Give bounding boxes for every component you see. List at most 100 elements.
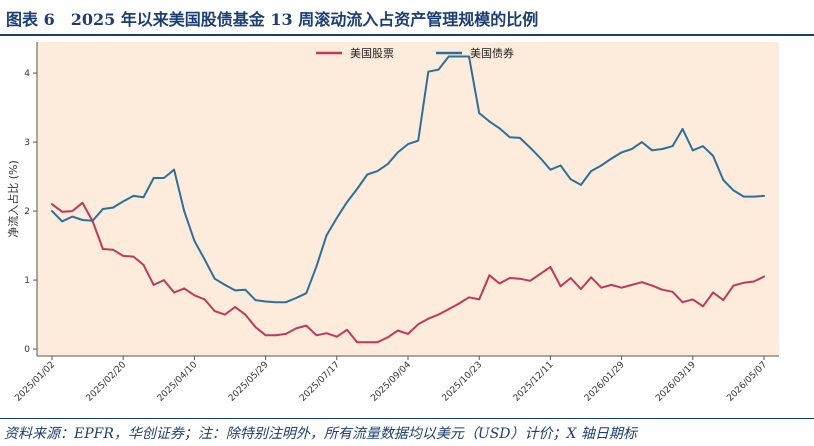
data-point <box>498 282 501 285</box>
data-point <box>366 173 369 176</box>
data-point <box>112 206 114 209</box>
data-point <box>224 313 226 316</box>
data-point <box>722 179 725 181</box>
data-point <box>234 306 236 308</box>
data-point <box>132 255 135 258</box>
data-point <box>630 284 633 286</box>
data-point <box>661 288 664 291</box>
data-point <box>71 210 74 212</box>
y-tick-label: 2 <box>24 207 30 217</box>
data-point <box>630 148 633 150</box>
data-point <box>600 286 603 289</box>
data-point <box>712 154 715 157</box>
data-point <box>529 146 531 149</box>
data-point <box>610 284 613 286</box>
data-point <box>732 284 735 287</box>
x-tick-label: 2025/05/29 <box>227 360 271 404</box>
x-tick-label: 2025/12/11 <box>512 360 556 404</box>
data-point <box>712 291 715 294</box>
data-point <box>264 334 267 337</box>
data-point <box>620 151 623 154</box>
data-point <box>152 177 155 179</box>
data-point <box>315 334 318 337</box>
data-point <box>122 200 125 203</box>
data-point <box>447 308 450 310</box>
data-point <box>335 217 338 219</box>
data-point <box>590 276 592 279</box>
data-point <box>356 341 359 344</box>
data-point <box>305 324 308 327</box>
data-point <box>51 210 53 212</box>
data-point <box>244 288 247 291</box>
data-point <box>356 188 359 190</box>
data-point <box>732 189 735 192</box>
data-point <box>457 55 460 58</box>
data-point <box>702 145 704 148</box>
data-point <box>213 277 216 280</box>
data-point <box>641 281 643 284</box>
data-point <box>274 301 277 304</box>
x-tick-label: 2025/01/02 <box>13 360 57 404</box>
data-point <box>183 210 186 212</box>
data-point <box>335 335 338 338</box>
data-point <box>752 195 755 198</box>
y-tick-label: 1 <box>24 276 30 286</box>
data-point <box>559 285 562 288</box>
x-tick-label: 2026/03/19 <box>654 360 698 404</box>
x-tick-label: 2025/10/23 <box>441 360 485 404</box>
data-point <box>702 305 704 308</box>
data-point <box>295 327 298 330</box>
x-tick-label: 2025/04/10 <box>156 360 200 404</box>
report-header: 图表 6 2025 年以来美国股债基金 13 周滚动流入占资产管理规模的比例 <box>0 0 814 36</box>
data-point <box>691 149 694 152</box>
data-point <box>681 301 684 304</box>
data-point <box>539 272 542 275</box>
data-point <box>488 274 491 277</box>
x-tick-label: 2025/09/04 <box>369 360 413 404</box>
data-point <box>417 139 420 142</box>
data-point <box>101 248 104 250</box>
data-point <box>651 284 654 287</box>
data-point <box>396 151 399 154</box>
y-tick-label: 4 <box>24 69 30 79</box>
data-point <box>407 143 409 146</box>
source-note: 资料来源：EPFR，华创证券；注：除特别注明外，所有流量数据均以美元（USD）计… <box>4 426 637 442</box>
data-point <box>681 128 684 130</box>
data-point <box>285 333 287 335</box>
data-point <box>81 219 84 221</box>
data-point <box>539 157 542 159</box>
data-point <box>691 298 694 301</box>
data-point <box>274 334 277 337</box>
data-point <box>51 203 53 206</box>
data-point <box>508 277 511 279</box>
data-point <box>264 300 267 303</box>
data-point <box>427 317 430 320</box>
data-point <box>81 201 84 204</box>
figure-title: 图表 6 2025 年以来美国股债基金 13 周滚动流入占资产管理规模的比例 <box>6 10 539 29</box>
data-point <box>254 299 257 302</box>
data-point <box>295 297 298 299</box>
data-point <box>580 183 582 186</box>
data-point <box>549 168 552 171</box>
data-point <box>285 301 287 304</box>
data-point <box>346 201 348 204</box>
data-point <box>224 284 226 286</box>
data-point <box>549 266 552 268</box>
data-point <box>122 255 125 257</box>
data-point <box>742 195 745 198</box>
data-point <box>386 336 389 339</box>
data-point <box>763 275 765 278</box>
data-point <box>213 310 216 313</box>
data-point <box>752 280 755 283</box>
data-point <box>427 70 430 73</box>
footer-divider <box>0 418 814 419</box>
plot-area <box>37 42 779 356</box>
data-point <box>763 194 765 197</box>
data-point <box>203 258 206 261</box>
data-point <box>234 289 236 292</box>
data-point <box>569 277 572 279</box>
data-point <box>447 55 450 58</box>
data-point <box>376 170 379 172</box>
data-point <box>661 148 664 150</box>
data-point <box>488 120 491 123</box>
